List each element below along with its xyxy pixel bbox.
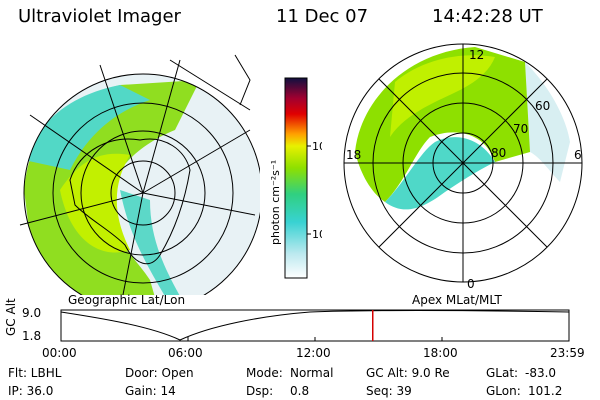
coastline-outline	[234, 54, 251, 106]
ip-info: IP: 36.0	[8, 384, 54, 398]
mlat-label-70: 70	[513, 122, 528, 136]
mlt-label-dusk: 18	[346, 148, 361, 162]
longitude-line	[142, 129, 251, 194]
coastline-outline	[169, 59, 251, 111]
dsp-value: 0.8	[290, 384, 310, 398]
time-tick-label: 18:00	[423, 346, 458, 360]
latitude-ring	[23, 73, 260, 295]
mlt-label-midnight: 0	[467, 277, 475, 291]
glon-value: 101.2	[528, 384, 563, 398]
filter-info: Flt: LBHL	[8, 366, 62, 380]
mode-value: Normal	[290, 366, 334, 380]
colorbar-tick-label: 100	[312, 140, 322, 153]
glon-label: GLon:	[486, 384, 521, 398]
glat-label: GLat:	[486, 366, 519, 380]
time-tick-label: 06:00	[168, 346, 203, 360]
auroral-peak-region	[390, 55, 495, 137]
longitude-line	[142, 192, 256, 216]
altitude-tick-label: 1.8	[22, 329, 42, 343]
magnetic-polar-image: 12 0 18 6 60 70 80	[343, 43, 583, 291]
colorbar-tick-label: 10	[312, 228, 322, 241]
altitude-tick-label: 9.0	[22, 306, 42, 320]
longitude-line	[99, 64, 144, 194]
mlt-meridian	[378, 78, 548, 248]
gc-altitude-info: GC Alt: 9.0 Re	[366, 366, 450, 380]
glat-value: -83.0	[525, 366, 557, 380]
time-tick-label: 00:00	[42, 346, 77, 360]
altitude-timeline-plot	[60, 309, 570, 342]
mlat-label-60: 60	[535, 99, 550, 113]
right-panel-caption: Apex MLat/MLT	[412, 293, 502, 307]
sequence-info: Seq: 39	[366, 384, 412, 398]
observation-time: 14:42:28 UT	[432, 6, 543, 27]
coastline-outline	[69, 138, 191, 265]
auroral-diffuse-region	[525, 62, 570, 182]
latitude-ring	[80, 130, 206, 256]
altitude-curve	[60, 310, 570, 341]
latitude-ring	[110, 160, 176, 226]
instrument-title: Ultraviolet Imager	[18, 6, 181, 27]
auroral-peak-region	[60, 153, 130, 253]
door-info: Door: Open	[125, 366, 194, 380]
colorbar-unit-label: photon cm⁻²s⁻¹	[269, 160, 282, 245]
longitude-line	[19, 192, 144, 226]
mlat-label-80: 80	[491, 146, 506, 160]
time-tick-label: 23:59	[550, 346, 585, 360]
left-panel-caption: Geographic Lat/Lon	[68, 293, 186, 307]
colorbar-scale	[284, 77, 308, 279]
geographic-polar-image	[19, 54, 260, 295]
mlt-label-noon: 12	[469, 48, 484, 62]
longitude-line	[142, 59, 181, 194]
plot-frame	[60, 309, 570, 342]
auroral-edge-cyan-lower	[120, 190, 185, 295]
colorbar: 100 10 photon cm⁻²s⁻¹	[269, 77, 322, 279]
observation-date: 11 Dec 07	[276, 6, 369, 27]
time-tick-label: 12:00	[296, 346, 331, 360]
longitude-line	[122, 192, 144, 295]
gain-info: Gain: 14	[125, 384, 176, 398]
dsp-label: Dsp:	[246, 384, 274, 398]
mode-label: Mode:	[246, 366, 283, 380]
mlt-label-dawn: 6	[574, 148, 582, 162]
latitude-ring	[52, 102, 234, 284]
auroral-edge-cyan	[385, 137, 495, 210]
altitude-axis-title: GC Alt	[4, 298, 18, 336]
